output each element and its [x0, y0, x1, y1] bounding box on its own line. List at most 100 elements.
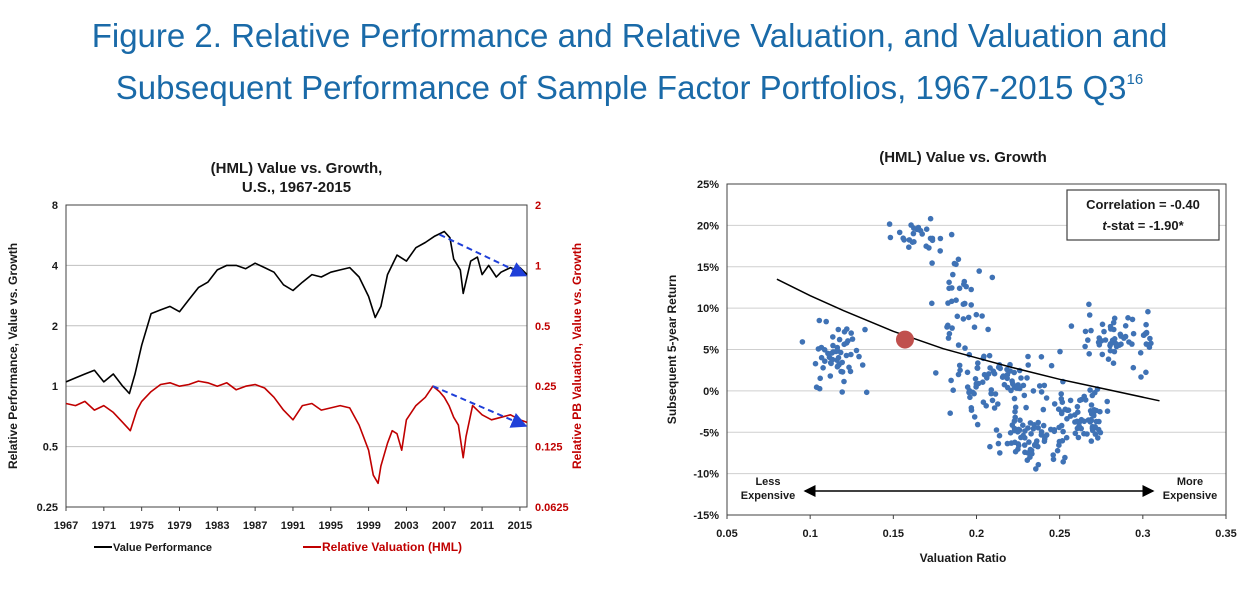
- scatter-point: [1082, 343, 1088, 350]
- scatter-point: [1143, 341, 1150, 347]
- x-tick-label: 1991: [281, 520, 305, 532]
- scatter-point: [1111, 348, 1118, 355]
- figure-title-line1: Figure 2. Relative Performance and Relat…: [91, 17, 1168, 54]
- scatter-point: [987, 443, 993, 450]
- scatter-point: [1091, 407, 1097, 413]
- scatter-point: [1054, 447, 1061, 454]
- scatter-point: [946, 279, 952, 286]
- left-y-tick-label: 1: [52, 381, 58, 393]
- scatter-point: [1035, 419, 1041, 426]
- scatter-point: [1099, 351, 1106, 358]
- scatter-point: [1023, 404, 1029, 411]
- scatter-point: [937, 248, 943, 254]
- scatter-point: [980, 399, 987, 406]
- scatter-point: [968, 286, 974, 293]
- less-expensive-label-line2: Expensive: [741, 490, 795, 502]
- scatter-point: [1118, 333, 1124, 339]
- scatter-point: [1011, 369, 1017, 376]
- scatter-point: [1001, 381, 1008, 388]
- scatter-point: [927, 215, 934, 222]
- legend-label-valuation: Relative Valuation (HML): [322, 540, 462, 554]
- scatter-point: [1048, 362, 1055, 369]
- scatter-point: [862, 326, 868, 333]
- scatter-point: [923, 243, 929, 249]
- scatter-point: [1059, 438, 1066, 444]
- scatter-x-tick-label: 0.1: [803, 528, 818, 540]
- scatter-point: [1030, 388, 1037, 394]
- scatter-point: [1092, 424, 1098, 430]
- scatter-point: [1092, 431, 1099, 437]
- scatter-point: [818, 354, 825, 361]
- scatter-point: [1036, 383, 1043, 389]
- scatter-point: [971, 414, 978, 420]
- correlation-label: Correlation = -0.40: [1086, 197, 1200, 212]
- left-y-tick-label: 0.5: [43, 442, 58, 454]
- scatter-point: [900, 235, 906, 241]
- scatter-point: [1118, 341, 1124, 348]
- scatter-y-tick-label: 15%: [697, 262, 719, 274]
- scatter-y-tick-label: 5%: [703, 345, 719, 357]
- scatter-point: [1129, 316, 1136, 323]
- scatter-point: [1082, 397, 1089, 403]
- left-y-tick-label: 4: [52, 260, 59, 272]
- scatter-point: [1085, 417, 1092, 423]
- scatter-point: [1015, 441, 1021, 447]
- scatter-y-tick-label: 25%: [697, 179, 719, 191]
- scatter-x-tick-label: 0.3: [1135, 528, 1150, 540]
- trend-arrow-valuation: [432, 385, 528, 428]
- scatter-point: [996, 432, 1003, 439]
- scatter-point: [1021, 442, 1028, 448]
- scatter-point: [968, 302, 974, 308]
- scatter-point: [1125, 315, 1131, 321]
- x-tick-label: 1987: [243, 520, 267, 532]
- scatter-point: [1043, 395, 1050, 401]
- scatter-point: [830, 334, 836, 340]
- scatter-point: [1148, 340, 1154, 347]
- scatter-point: [838, 368, 844, 375]
- more-expensive-label-line1: More: [1177, 476, 1203, 488]
- scatter-point: [968, 407, 975, 414]
- scatter-point: [1040, 406, 1047, 413]
- x-tick-label: 1979: [167, 520, 191, 532]
- scatter-point: [976, 268, 982, 274]
- scatter-point: [967, 394, 973, 401]
- scatter-point: [841, 378, 847, 385]
- scatter-point: [973, 381, 980, 387]
- scatter-point: [1099, 321, 1106, 328]
- right-y-tick-label: 0.125: [535, 442, 563, 454]
- scatter-point: [989, 397, 996, 404]
- scatter-point: [911, 225, 917, 231]
- right-y-tick-label: 2: [535, 200, 541, 212]
- scatter-point: [1008, 440, 1015, 446]
- scatter-point: [886, 221, 893, 227]
- scatter-point: [995, 401, 1001, 407]
- scatter-point: [955, 342, 962, 348]
- scatter-point: [949, 325, 955, 331]
- scatter-point: [1088, 327, 1094, 334]
- scatter-point: [1041, 438, 1048, 445]
- x-tick-label: 1971: [92, 520, 116, 532]
- scatter-point: [971, 390, 977, 397]
- scatter-point: [945, 322, 951, 329]
- series-line-value-performance: [65, 230, 528, 395]
- scatter-point: [966, 387, 973, 394]
- scatter-point: [1050, 452, 1056, 458]
- scatter-point: [1072, 412, 1078, 418]
- trend-arrow-value: [439, 233, 528, 277]
- scatter-point: [1122, 333, 1129, 340]
- scatter-point: [1077, 397, 1083, 404]
- scatter-point: [896, 229, 903, 236]
- tstat-suffix: -stat = -1.90*: [1107, 218, 1185, 233]
- x-tick-label: 2007: [432, 520, 456, 532]
- left-chart-title-line2: U.S., 1967-2015: [242, 179, 351, 196]
- scatter-point: [946, 330, 953, 337]
- scatter-point: [1091, 412, 1097, 419]
- scatter-point: [1035, 425, 1041, 431]
- tstat-label: t-stat = -1.90*: [1102, 218, 1184, 233]
- scatter-point: [933, 370, 939, 376]
- scatter-point: [906, 244, 912, 250]
- scatter-point: [950, 271, 956, 278]
- scatter-point: [1062, 454, 1068, 461]
- scatter-point: [1086, 351, 1092, 357]
